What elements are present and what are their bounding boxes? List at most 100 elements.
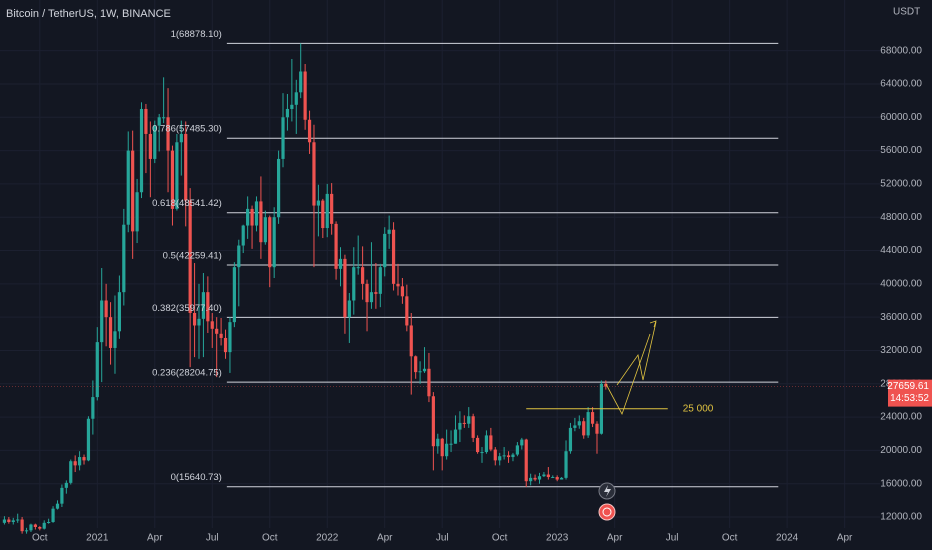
candle-body — [162, 117, 166, 119]
candle-body — [237, 245, 241, 268]
candle-body — [11, 520, 15, 523]
candle-body — [7, 519, 11, 523]
candle-body — [113, 331, 117, 348]
candle-body — [506, 455, 511, 458]
candle-body — [480, 452, 484, 454]
candle-body — [515, 445, 519, 455]
candle-body — [378, 267, 382, 294]
candle-body — [241, 225, 245, 246]
candle-body — [148, 133, 152, 159]
candles — [2, 43, 608, 534]
projection-path — [616, 321, 657, 386]
candle-body — [192, 312, 197, 326]
candle-body — [219, 333, 223, 338]
x-tick-label: Jul — [666, 533, 679, 544]
candle-body — [542, 474, 546, 477]
y-tick-label: 44000.00 — [880, 245, 922, 256]
candle-body — [604, 383, 608, 387]
x-tick-label: Oct — [722, 533, 738, 544]
candle-body — [157, 117, 161, 126]
candle-body — [303, 71, 307, 120]
candle-body — [307, 119, 312, 143]
candle-body — [458, 422, 462, 430]
candle-body — [453, 429, 458, 444]
x-tick-label: Oct — [32, 533, 48, 544]
candle-body — [537, 476, 542, 480]
candle-body — [228, 322, 232, 353]
candle-body — [383, 233, 387, 268]
y-tick-label: 20000.00 — [880, 445, 922, 456]
candle-body — [170, 150, 175, 209]
candle-body — [502, 455, 506, 457]
lightning-icon — [604, 485, 611, 497]
y-tick-label: 16000.00 — [880, 478, 922, 489]
candle-body — [524, 439, 528, 482]
x-tick-label: Apr — [147, 533, 163, 544]
candle-body — [489, 435, 493, 450]
candle-body — [560, 477, 564, 480]
candle-body — [29, 524, 33, 531]
candle-body — [568, 427, 573, 452]
candle-body — [498, 456, 502, 461]
candle-body — [95, 342, 99, 398]
candle-body — [555, 477, 559, 480]
fib-label: 0.618(48541.42) — [152, 198, 222, 209]
candle-body — [365, 283, 369, 303]
x-tick-label: Oct — [492, 533, 508, 544]
fib-label: 1(68878.10) — [171, 29, 222, 40]
candle-body — [104, 300, 108, 318]
candle-body — [38, 526, 42, 529]
arrow-head — [649, 320, 657, 328]
candle-body — [551, 477, 555, 479]
candle-body — [294, 92, 298, 105]
candle-body — [409, 325, 413, 357]
candle-body — [436, 438, 440, 447]
y-tick-label: 12000.00 — [880, 512, 922, 523]
candle-body — [520, 439, 524, 446]
x-tick-label: 2022 — [316, 533, 339, 544]
candle-body — [338, 258, 343, 269]
candle-body — [232, 267, 236, 323]
x-tick-label: 2021 — [86, 533, 109, 544]
candle-body — [316, 200, 320, 206]
candle-body — [418, 371, 422, 373]
fib-label: 0.382(35977.40) — [152, 303, 222, 314]
y-tick-label: 64000.00 — [880, 79, 922, 90]
candle-body — [422, 368, 427, 372]
candle-body — [197, 318, 201, 326]
fib-label: 0.236(28204.75) — [152, 368, 222, 379]
candle-body — [47, 522, 51, 524]
candle-body — [400, 286, 405, 297]
event-icon[interactable] — [598, 503, 616, 521]
candle-body — [246, 208, 250, 226]
fib-label: 0(15640.73) — [171, 472, 222, 483]
candle-body — [272, 217, 276, 268]
candle-body — [100, 300, 104, 343]
candle-body — [285, 108, 290, 118]
candle-body — [263, 217, 267, 243]
candle-body — [77, 457, 82, 466]
candle-body — [343, 258, 347, 318]
candle-body — [573, 425, 577, 428]
x-tick-label: Oct — [262, 533, 278, 544]
last-price-label: 27659.61 — [887, 381, 929, 392]
candle-body — [440, 438, 444, 457]
candle-body — [131, 150, 135, 232]
candle-body — [462, 422, 466, 424]
candle-body — [427, 368, 431, 397]
candle-body — [139, 108, 144, 193]
projection-path — [605, 333, 651, 415]
candle-body — [42, 522, 46, 529]
candle-body — [86, 418, 91, 461]
candle-body — [590, 412, 595, 424]
candle-body — [82, 457, 86, 461]
candle-body — [330, 193, 334, 224]
candle-body — [206, 292, 210, 322]
candle-body — [259, 201, 263, 243]
candle-body — [153, 125, 157, 159]
candle-body — [64, 482, 68, 488]
event-icon-inner — [602, 507, 612, 517]
fib-label: 0.5(42259.41) — [163, 251, 222, 262]
candle-body — [493, 449, 497, 461]
